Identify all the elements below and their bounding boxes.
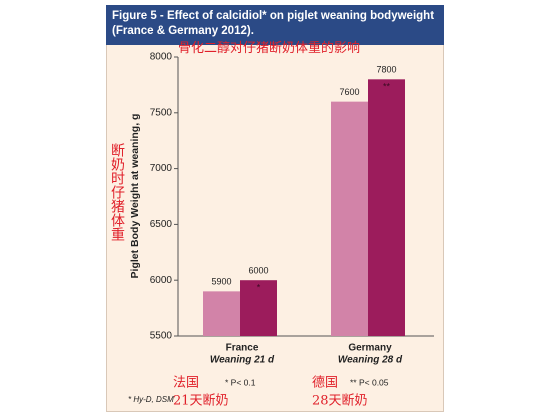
bar xyxy=(331,101,368,336)
bar xyxy=(240,280,277,336)
x-tick-label: Germany xyxy=(348,343,392,354)
x-tick-sublabel: Weaning 21 d xyxy=(210,355,275,366)
bar xyxy=(368,79,405,336)
y-tick-label: 7500 xyxy=(150,107,173,118)
y-tick-label: 6000 xyxy=(150,275,173,286)
value-label: 7800 xyxy=(376,65,396,75)
significance-note: ** P< 0.05 xyxy=(350,377,389,387)
category-label-cn: 德国 xyxy=(312,376,338,391)
y-tick-label: 7000 xyxy=(150,163,173,174)
significance-mark: ** xyxy=(383,82,391,92)
bar xyxy=(203,291,240,336)
y-tick-label: 8000 xyxy=(150,52,173,63)
footnote: * Hy-D, DSM xyxy=(128,395,174,404)
x-tick-label: France xyxy=(226,343,259,354)
category-sublabel-cn: 28天断奶 xyxy=(312,394,368,409)
y-tick-label: 5500 xyxy=(150,331,173,342)
x-tick-sublabel: Weaning 28 d xyxy=(338,355,403,366)
chart-title: Figure 5 - Effect of calcidiol* on pigle… xyxy=(112,10,435,37)
significance-mark: * xyxy=(257,283,261,293)
category-label-cn: 法国 xyxy=(173,376,199,391)
y-axis-label: Piglet Body Weight at weaning, g xyxy=(129,114,141,279)
chart-subtitle: 骨化二醇对仔猪断奶体重的影响 xyxy=(178,41,361,56)
y-tick-label: 6500 xyxy=(150,219,173,230)
value-label: 7600 xyxy=(339,87,359,97)
header-band xyxy=(106,5,444,45)
value-label: 6000 xyxy=(248,266,268,276)
y-label-cn: 断奶时仔猪体重 xyxy=(109,143,125,241)
significance-note: * P< 0.1 xyxy=(225,377,256,387)
value-label: 5900 xyxy=(211,277,231,287)
category-sublabel-cn: 21天断奶 xyxy=(173,394,229,409)
